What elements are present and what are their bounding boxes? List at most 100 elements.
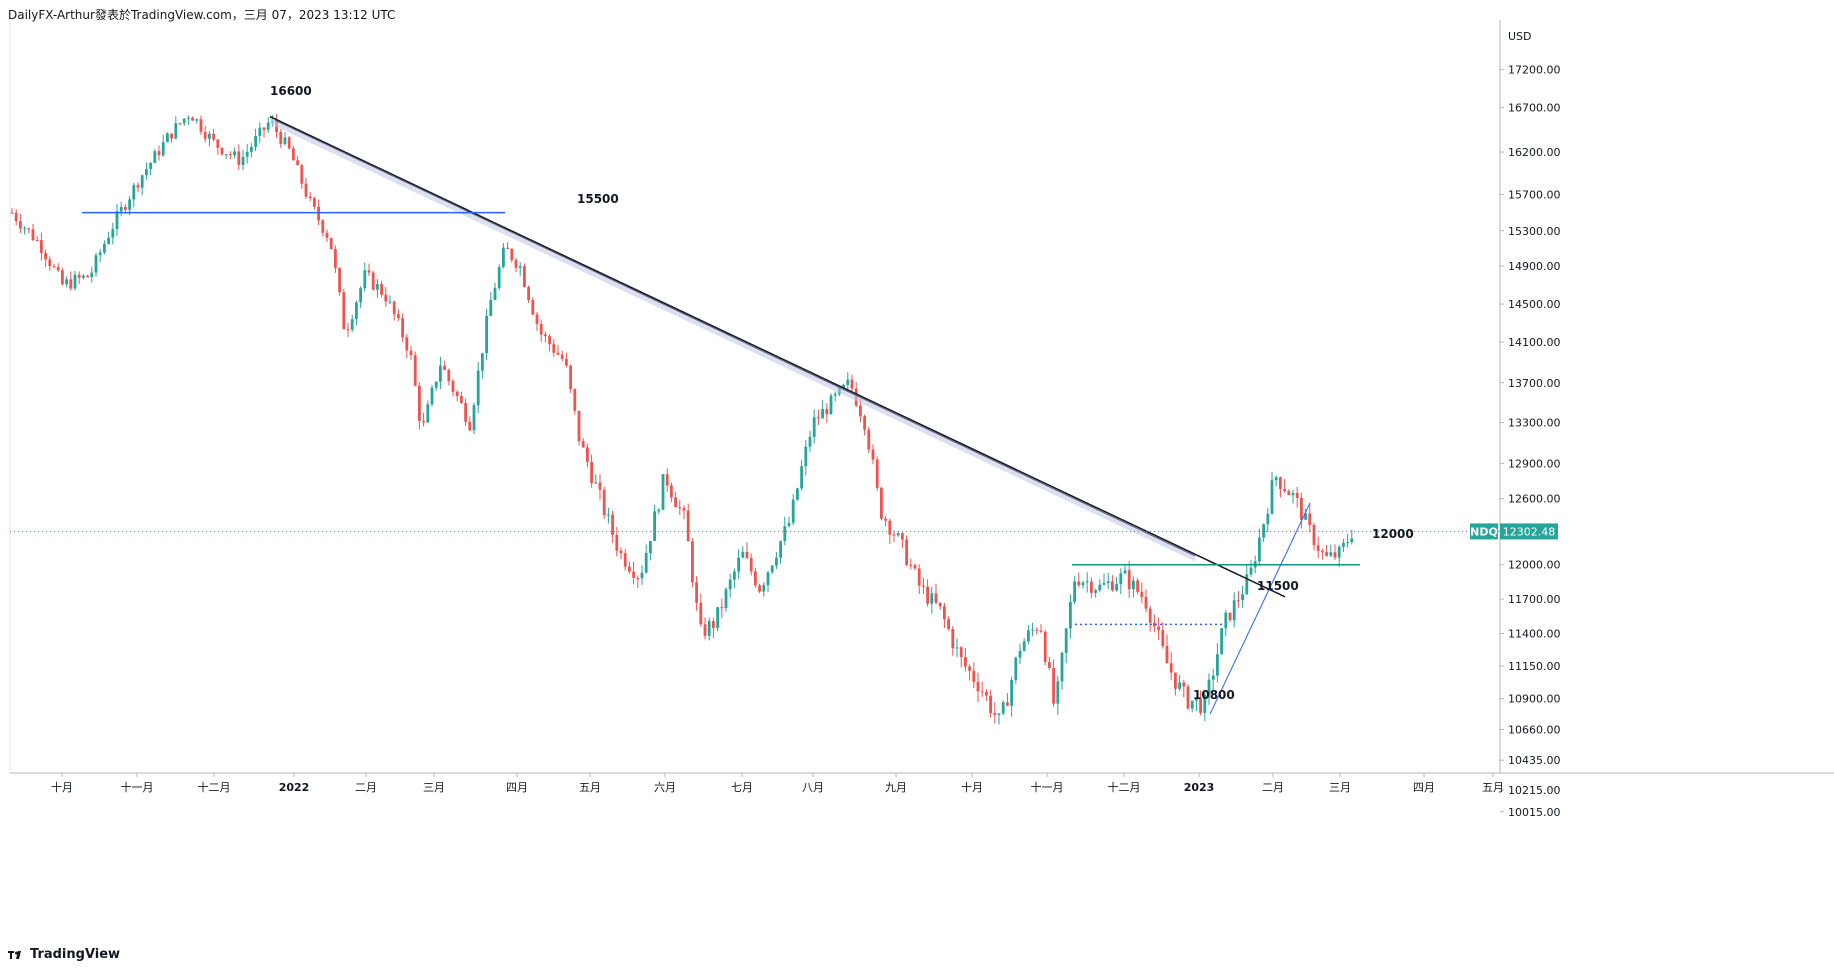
candle-body — [938, 602, 942, 607]
candle-body — [1043, 631, 1047, 662]
candle-body — [61, 270, 64, 285]
candle-body — [569, 365, 572, 390]
candle-body — [720, 607, 724, 609]
candle-body — [892, 534, 896, 536]
candle-body — [1211, 675, 1215, 680]
x-tick-label: 三月 — [1329, 781, 1351, 794]
candle-body — [653, 511, 656, 541]
candle-body — [930, 593, 934, 604]
candle-body — [682, 508, 686, 511]
candle-body — [199, 119, 203, 132]
candle-body — [964, 657, 967, 667]
x-tick-label: 四月 — [1413, 781, 1435, 794]
candle-body — [124, 206, 127, 210]
candle-body — [695, 582, 698, 603]
candle-body — [586, 447, 589, 462]
candle-body — [161, 142, 165, 156]
candle-body — [510, 248, 514, 261]
candle-body — [825, 409, 829, 415]
candle-body — [703, 624, 707, 636]
candle-body — [300, 165, 304, 184]
candle-body — [1237, 600, 1240, 602]
candle-body — [607, 514, 610, 516]
candle-body — [455, 391, 459, 397]
ascending-trendline — [1209, 502, 1311, 715]
candle-body — [1153, 622, 1156, 627]
candle-body — [48, 259, 52, 267]
candle-body — [1346, 542, 1349, 544]
candle-body — [426, 404, 430, 423]
candle-body — [808, 436, 812, 447]
candle-body — [686, 510, 690, 542]
candle-body — [749, 557, 753, 572]
candle-body — [556, 352, 560, 355]
candle-body — [804, 446, 808, 467]
x-tick-label: 五月 — [579, 781, 601, 794]
candle-body — [82, 275, 85, 278]
candle-body — [741, 551, 745, 558]
y-tick-label: 11700.00 — [1508, 593, 1561, 606]
x-tick-label: 五月 — [1482, 781, 1504, 794]
candle-body — [392, 301, 396, 315]
candle-body — [405, 337, 409, 351]
candle-body — [166, 133, 169, 143]
candle-body — [409, 350, 413, 356]
candle-body — [762, 585, 766, 592]
candle-body — [955, 647, 959, 649]
candle-body — [1295, 492, 1299, 499]
candles — [10, 114, 1354, 725]
x-tick-label: 三月 — [423, 781, 445, 794]
candle-body — [552, 344, 556, 353]
candle-body — [1106, 581, 1110, 584]
candle-body — [380, 283, 383, 295]
candle-body — [485, 315, 488, 354]
candle-body — [203, 131, 207, 139]
candle-body — [649, 540, 652, 553]
candle-body — [959, 647, 963, 658]
candle-body — [77, 274, 81, 278]
y-tick-label: 10215.00 — [1508, 784, 1561, 797]
candle-body — [632, 571, 635, 578]
candle-body — [1245, 574, 1249, 595]
candle-body — [464, 402, 467, 422]
candle-body — [73, 274, 77, 289]
channel-inner-line — [274, 119, 1196, 557]
candle-body — [170, 133, 173, 139]
candle-body — [279, 132, 283, 145]
candle-body — [707, 621, 711, 636]
candle-body — [1329, 552, 1333, 556]
candle-body — [460, 396, 463, 403]
candle-body — [191, 117, 194, 121]
candle-body — [539, 323, 543, 335]
candle-body — [304, 183, 308, 197]
y-tick-label: 10900.00 — [1508, 693, 1561, 706]
x-tick-label: 十月 — [51, 780, 73, 794]
candle-body — [346, 329, 350, 331]
candle-body — [216, 139, 220, 148]
candle-body — [523, 266, 526, 287]
candle-body — [65, 279, 68, 285]
candle-body — [980, 691, 984, 693]
candle-body — [128, 199, 131, 210]
candle-body — [56, 266, 60, 271]
candle-body — [1098, 584, 1102, 591]
candle-body — [1022, 641, 1026, 651]
candle-body — [136, 184, 140, 188]
candle-body — [472, 405, 476, 431]
candle-body — [922, 585, 925, 587]
candle-body — [187, 117, 190, 119]
y-tick-label: 12000.00 — [1508, 559, 1561, 572]
candle-body — [1081, 582, 1085, 586]
candle-body — [875, 459, 879, 488]
candle-body — [670, 485, 673, 498]
candle-body — [518, 266, 522, 268]
candle-body — [103, 243, 106, 253]
x-tick-label: 十月 — [961, 780, 983, 794]
candle-body — [1220, 628, 1223, 655]
candle-body — [581, 441, 585, 448]
candle-body — [254, 136, 257, 147]
candle-body — [951, 629, 955, 649]
y-tick-label: 14500.00 — [1508, 298, 1561, 311]
candle-body — [544, 334, 547, 337]
